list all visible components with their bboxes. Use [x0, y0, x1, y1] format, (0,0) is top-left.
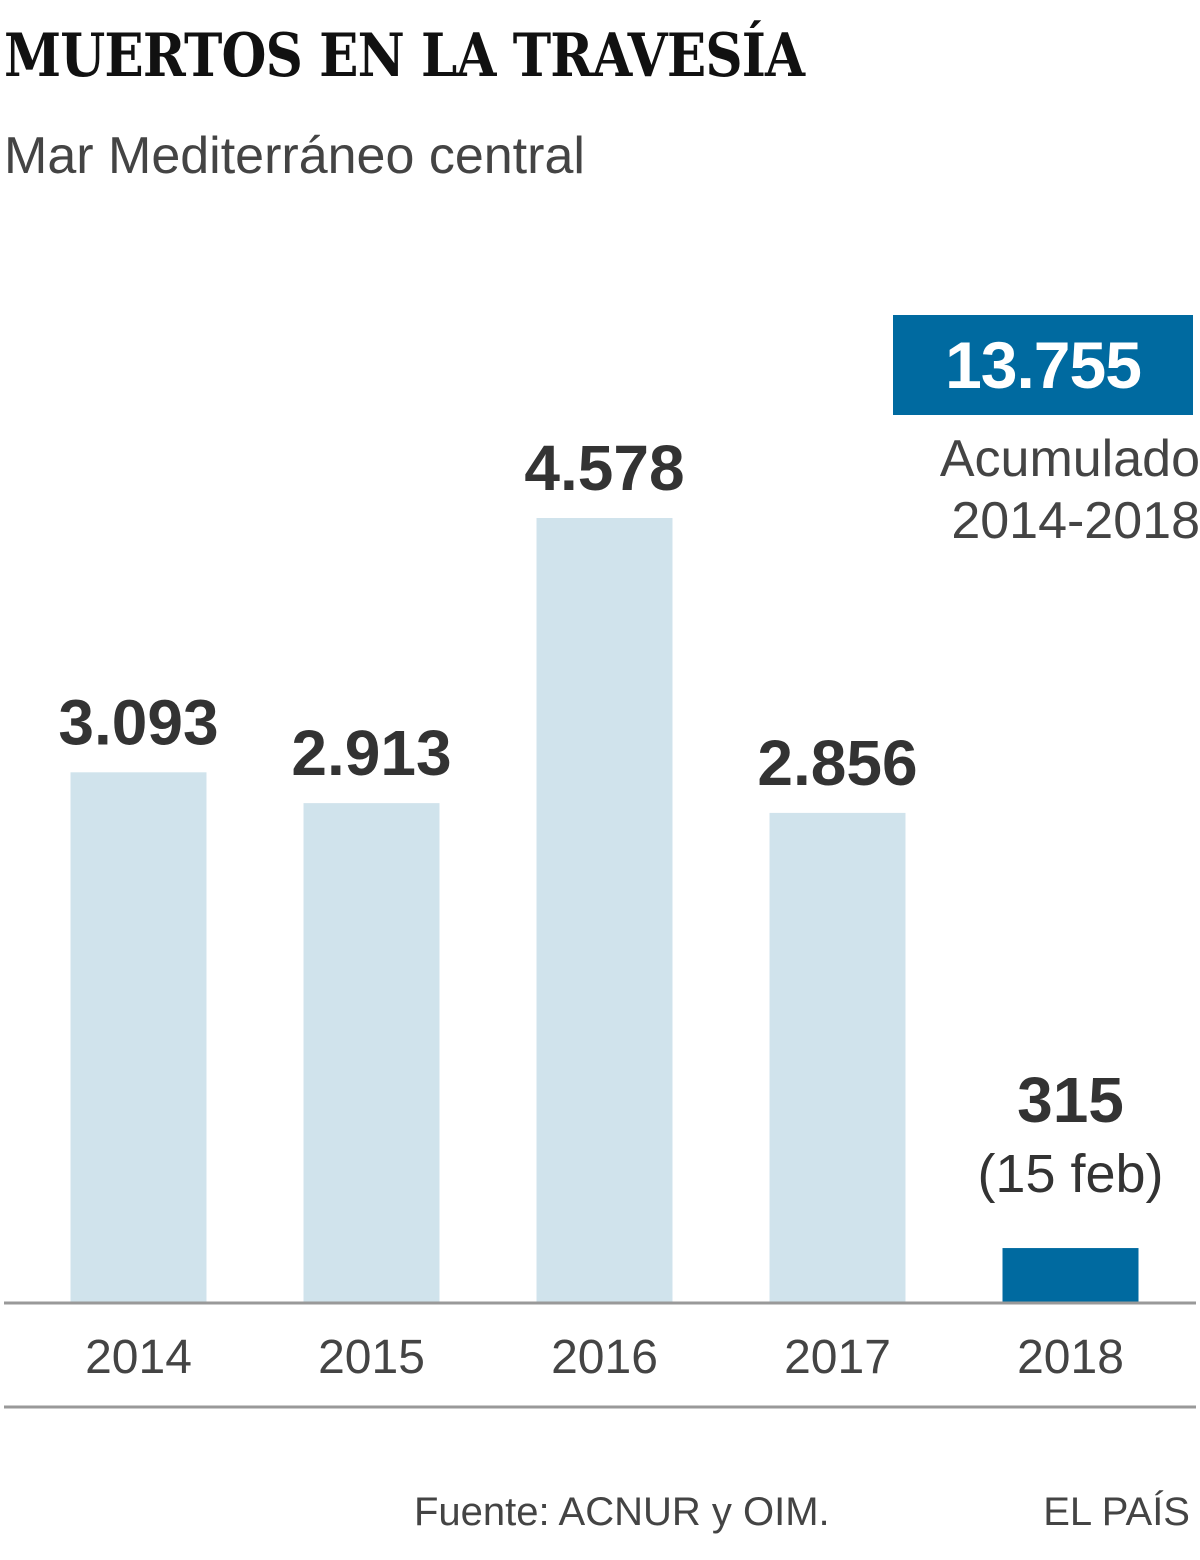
total-label: Acumulado 2014-2018 [860, 428, 1200, 552]
x-tick-label-2016: 2016 [551, 1331, 658, 1384]
chart-title: MUERTOS EN LA TRAVESÍA [4, 21, 805, 91]
brand-label: EL PAÍS [1043, 1490, 1190, 1534]
bar-2015 [303, 803, 440, 1302]
x-tick-label-2015: 2015 [318, 1331, 425, 1384]
total-label-line2: 2014-2018 [951, 492, 1200, 550]
source-note: Fuente: ACNUR y OIM. [414, 1490, 830, 1534]
bar-2017 [769, 812, 906, 1302]
x-tick-label-2014: 2014 [85, 1331, 192, 1384]
value-note-2018: (15 feb) [977, 1144, 1163, 1204]
bar-2014 [70, 772, 207, 1302]
value-label-2016: 4.578 [524, 432, 684, 504]
value-label-2017: 2.856 [757, 727, 917, 799]
x-tick-label-2017: 2017 [784, 1331, 891, 1384]
chart-subtitle: Mar Mediterráneo central [4, 127, 585, 185]
bar-2018 [1002, 1248, 1139, 1302]
x-tick-label-2018: 2018 [1017, 1331, 1124, 1384]
total-value-badge: 13.755 [893, 315, 1193, 415]
value-label-2018: 315 [1017, 1064, 1124, 1136]
total-label-line1: Acumulado [939, 430, 1200, 488]
bar-2016 [536, 518, 673, 1302]
value-label-2014: 3.093 [58, 686, 218, 758]
value-label-2015: 2.913 [291, 717, 451, 789]
